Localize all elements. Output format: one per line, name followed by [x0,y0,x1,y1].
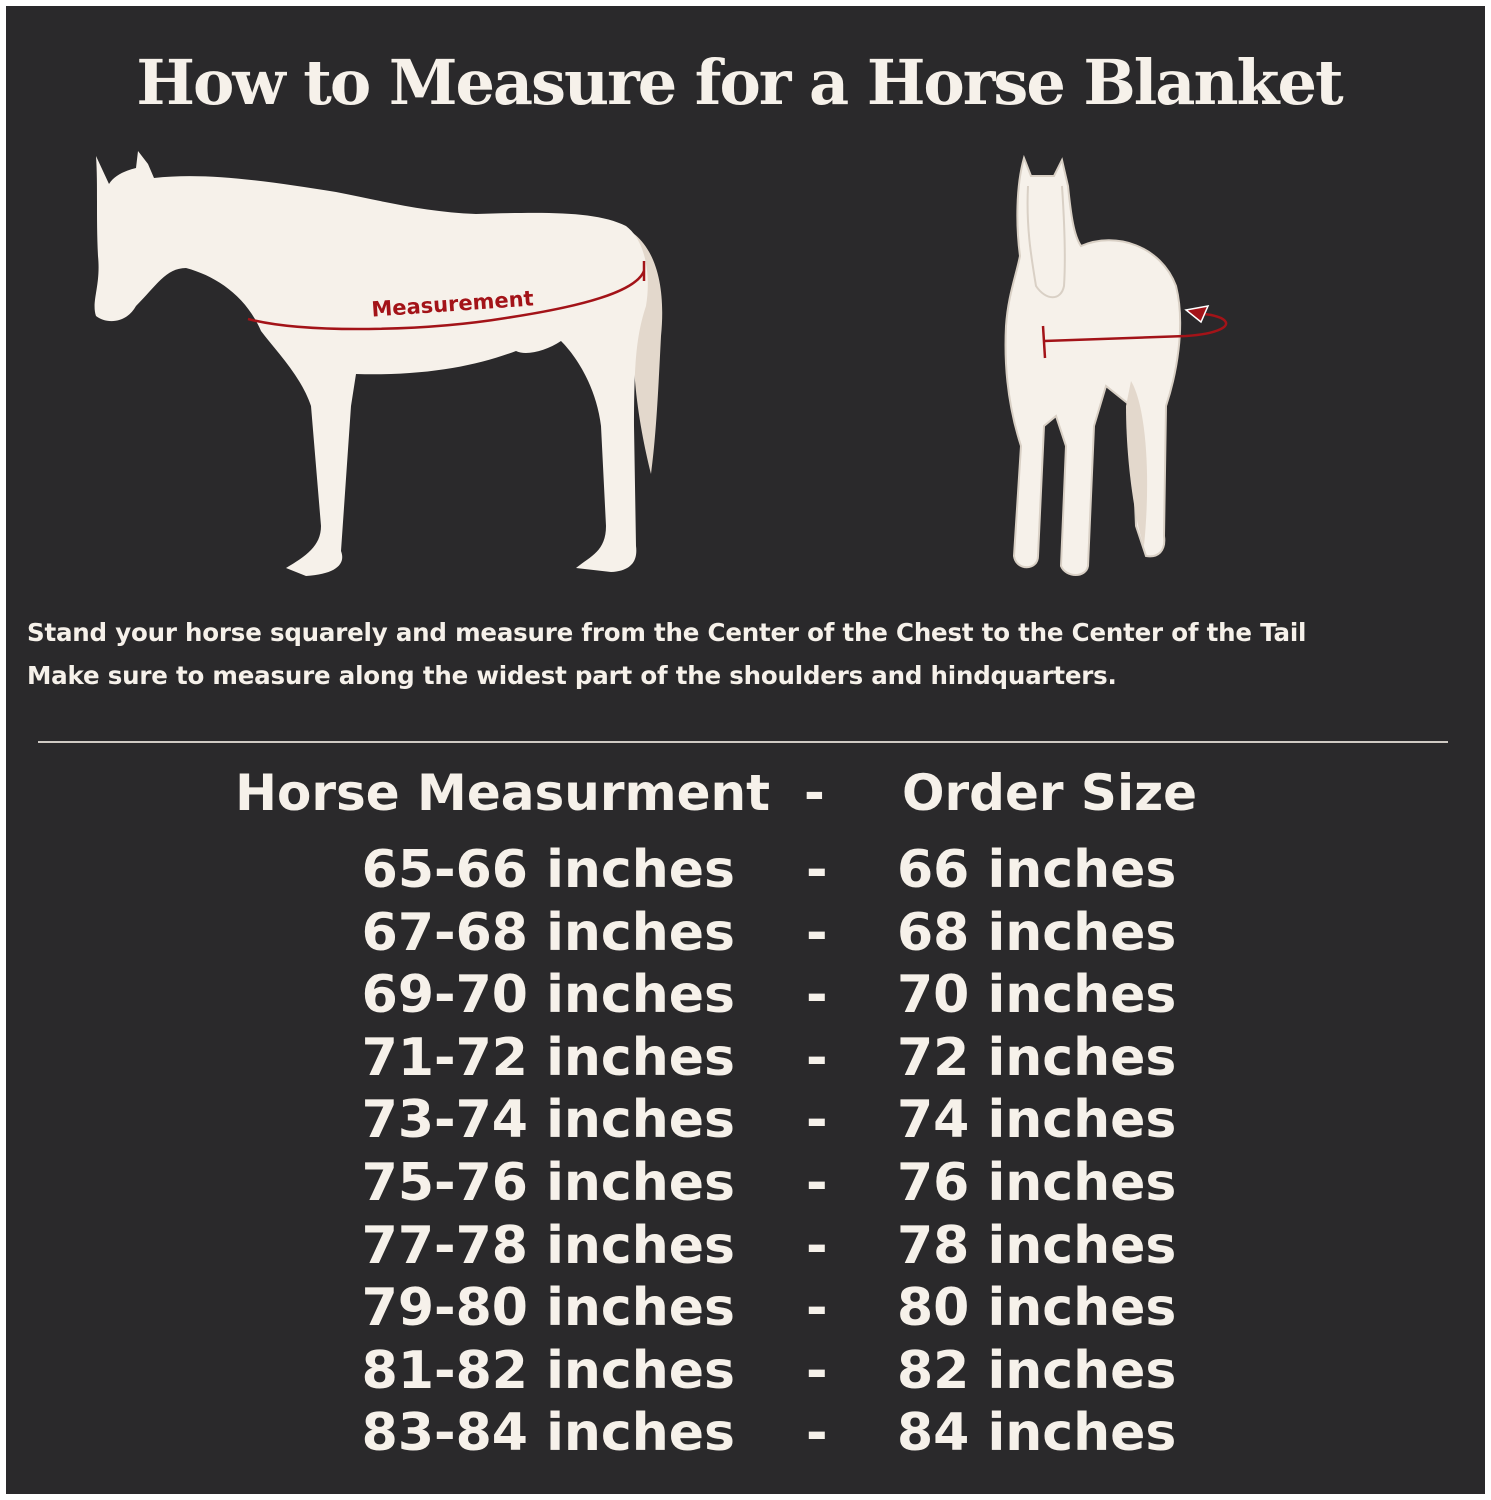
row-order-size: 74 inches [897,1090,1177,1151]
row-separator: - [806,840,828,900]
header-separator: - [804,764,825,822]
instruction-line-1: Stand your horse squarely and measure fr… [27,618,1307,647]
row-order-size: 84 inches [897,1403,1177,1464]
row-order-size: 68 inches [897,902,1177,963]
row-order-size: 70 inches [897,965,1177,1026]
front-view-horse-illustration [1004,154,1228,576]
row-order-size: 80 inches [897,1278,1177,1339]
row-order-size: 76 inches [897,1153,1177,1213]
row-measurement: 77-78 inches [361,1215,735,1276]
row-separator: - [806,1340,828,1401]
tail-front-shape [1126,381,1148,546]
row-measurement: 67-68 inches [361,902,735,963]
row-separator: - [806,1153,828,1213]
header-horse-measurement: Horse Measurment [235,764,770,822]
row-separator: - [806,902,828,963]
horse-front-body-shape [1004,154,1182,576]
row-separator: - [806,1215,828,1276]
measurement-line [247,270,646,331]
side-view-horse-illustration: Measurement [94,151,663,576]
row-measurement: 65-66 inches [361,840,735,900]
horse-face-outline [1026,185,1066,299]
row-order-size: 82 inches [897,1340,1177,1401]
row-order-size: 72 inches [897,1027,1177,1088]
header-order-size: Order Size [902,764,1198,822]
horse-body-shape [94,151,648,576]
row-measurement: 83-84 inches [361,1403,735,1464]
arrowhead-icon [1184,305,1210,324]
panel: How to Measure for a Horse Blanket Measu… [6,6,1485,1494]
page-title: How to Measure for a Horse Blanket [136,46,1343,119]
row-measurement: 69-70 inches [361,965,735,1026]
instruction-line-2: Make sure to measure along the widest pa… [27,661,1117,690]
row-order-size: 66 inches [897,840,1177,900]
row-measurement: 79-80 inches [361,1278,735,1339]
row-measurement: 73-74 inches [361,1090,735,1151]
row-separator: - [806,965,828,1026]
chest-center-tick [1041,325,1047,359]
row-separator: - [806,1403,828,1464]
row-measurement: 81-82 inches [361,1340,735,1401]
row-order-size: 78 inches [897,1215,1177,1276]
row-measurement: 75-76 inches [361,1153,735,1213]
divider [38,741,1448,743]
row-separator: - [806,1278,828,1339]
row-separator: - [806,1090,828,1151]
row-separator: - [806,1027,828,1088]
row-measurement: 71-72 inches [361,1027,735,1088]
